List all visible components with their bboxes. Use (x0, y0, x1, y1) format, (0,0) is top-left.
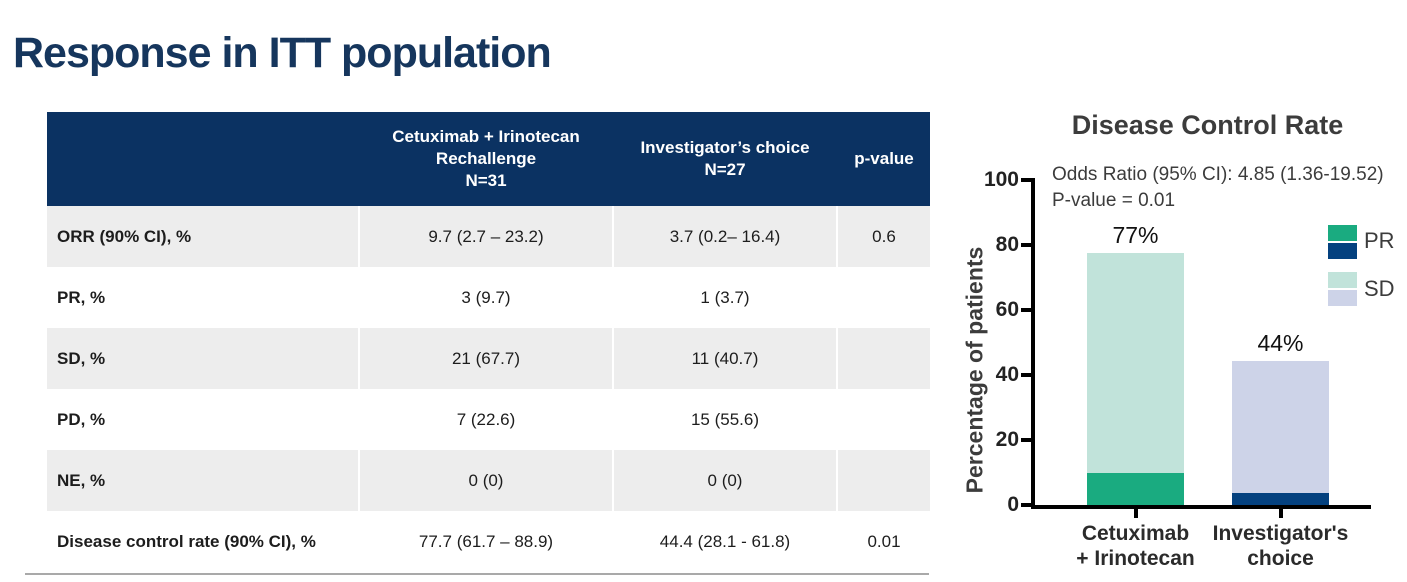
y-tick-label: 20 (995, 428, 1019, 451)
pvalue-cell (838, 389, 930, 450)
stacked-bar (1232, 360, 1329, 505)
pr-segment (1232, 492, 1329, 505)
table-row: PR, % 3 (9.7) 1 (3.7) (47, 267, 930, 328)
y-tick-label: 60 (995, 298, 1019, 321)
y-tick-label: 0 (1007, 493, 1019, 516)
row-label-cell: Disease control rate (90% CI), % (57, 531, 316, 551)
pvalue-cell (838, 450, 930, 511)
row-label-cell: PD, % (57, 409, 106, 429)
y-axis-tick (1021, 308, 1032, 312)
table-row: PD, % 7 (22.6) 15 (55.6) (47, 389, 930, 450)
x-axis-tick (1278, 509, 1283, 518)
x-category-label: Investigator's choice (1212, 522, 1349, 571)
table-header-row: Cetuximab + Irinotecan Rechallenge N=31 … (47, 112, 930, 206)
y-axis-tick (1021, 373, 1032, 377)
pvalue-cell: 0.01 (867, 531, 901, 551)
y-axis-line (1031, 178, 1035, 509)
table-row: SD, % 21 (67.7) 11 (40.7) (47, 328, 930, 389)
x-category-label: Cetuximab + Irinotecan (1076, 522, 1195, 571)
disease-control-rate-chart: Disease Control Rate Odds Ratio (95% CI)… (955, 100, 1407, 582)
arm2-value-cell: 1 (3.7) (700, 287, 750, 307)
table-row: NE, % 0 (0) 0 (0) (47, 450, 930, 511)
arm1-value-cell: 21 (67.7) (360, 328, 612, 389)
arm2-value-cell: 44.4 (28.1 - 61.8) (659, 531, 791, 551)
arm1-value-cell: 7 (22.6) (456, 409, 516, 429)
results-table: Cetuximab + Irinotecan Rechallenge N=31 … (47, 112, 930, 572)
arm2-value-cell: 3.7 (0.2– 16.4) (614, 206, 836, 267)
table-row: Disease control rate (90% CI), % 77.7 (61… (47, 511, 930, 572)
x-axis-tick (1133, 509, 1138, 518)
sd-segment (1232, 360, 1329, 493)
x-axis-line (1031, 505, 1371, 509)
stacked-bar (1087, 253, 1184, 505)
pr-segment (1087, 473, 1184, 505)
arm1-value-cell: 9.7 (2.7 – 23.2) (360, 206, 612, 267)
legend-label-sd: SD (1364, 276, 1395, 301)
arm2-value-cell: 11 (40.7) (614, 328, 836, 389)
legend-swatch-pr-arm2 (1328, 243, 1357, 259)
row-label-cell: NE, % (47, 450, 358, 511)
table-body: ORR (90% CI), % 9.7 (2.7 – 23.2) 3.7 (0.2–… (47, 206, 930, 572)
pvalue-cell (838, 267, 930, 328)
chart-annotation: Odds Ratio (95% CI): 4.85 (1.36-19.52) P… (1052, 164, 1384, 212)
arm1-value-cell: 3 (9.7) (461, 287, 511, 307)
y-tick-label: 80 (995, 233, 1019, 256)
arm1-value-cell: 77.7 (61.7 – 88.9) (418, 531, 554, 551)
row-label-cell: PR, % (57, 287, 106, 307)
y-axis-tick (1021, 503, 1032, 507)
row-label-cell: ORR (90% CI), % (47, 206, 358, 267)
y-tick-label: 40 (995, 363, 1019, 386)
y-axis-tick (1021, 178, 1032, 182)
header-cell-arm1: Cetuximab + Irinotecan Rechallenge N=31 (392, 126, 580, 191)
legend-swatch-pr-arm1 (1328, 225, 1357, 241)
pvalue-cell: 0.6 (838, 206, 930, 267)
legend-label-pr: PR (1364, 228, 1395, 253)
row-label-cell: SD, % (47, 328, 358, 389)
y-tick-label: 100 (983, 168, 1019, 191)
legend-swatch-sd-arm2 (1328, 290, 1357, 306)
chart-title: Disease Control Rate (1071, 110, 1344, 140)
arm2-value-cell: 15 (55.6) (690, 409, 760, 429)
table-bottom-rule (25, 573, 929, 575)
y-axis-tick (1021, 438, 1032, 442)
page-title: Response in ITT population (13, 28, 552, 77)
pvalue-cell (838, 328, 930, 389)
sd-segment (1087, 253, 1184, 474)
header-cell-arm2: Investigator’s choice N=27 (640, 137, 810, 179)
table-row: ORR (90% CI), % 9.7 (2.7 – 23.2) 3.7 (0.2–… (47, 206, 930, 267)
arm1-value-cell: 0 (0) (360, 450, 612, 511)
arm2-value-cell: 0 (0) (614, 450, 836, 511)
header-cell-pvalue: p-value (854, 148, 914, 168)
y-axis-tick (1021, 243, 1032, 247)
legend-swatch-sd-arm1 (1328, 272, 1357, 288)
bar-total-label: 77% (1112, 222, 1159, 249)
bar-total-label: 44% (1257, 329, 1304, 356)
